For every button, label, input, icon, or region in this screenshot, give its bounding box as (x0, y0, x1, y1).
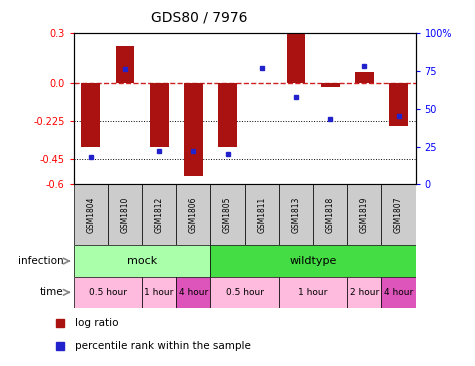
Text: time: time (40, 287, 63, 297)
FancyBboxPatch shape (279, 184, 313, 245)
FancyBboxPatch shape (210, 245, 416, 277)
Bar (286, 33, 305, 83)
FancyBboxPatch shape (210, 277, 279, 308)
Text: GSM1804: GSM1804 (86, 197, 95, 233)
FancyBboxPatch shape (210, 184, 245, 245)
FancyBboxPatch shape (245, 184, 279, 245)
Bar (150, 83, 169, 147)
Text: GSM1813: GSM1813 (292, 197, 300, 233)
Bar (321, 83, 340, 87)
Bar (218, 83, 237, 147)
FancyBboxPatch shape (347, 184, 381, 245)
FancyBboxPatch shape (381, 277, 416, 308)
FancyBboxPatch shape (313, 184, 347, 245)
FancyBboxPatch shape (74, 245, 210, 277)
Text: mock: mock (127, 256, 157, 266)
Bar (81, 83, 100, 147)
Text: GSM1806: GSM1806 (189, 197, 198, 233)
FancyBboxPatch shape (381, 184, 416, 245)
Text: 4 hour: 4 hour (179, 288, 208, 297)
Text: GSM1811: GSM1811 (257, 197, 266, 233)
Text: log ratio: log ratio (75, 318, 118, 328)
FancyBboxPatch shape (142, 184, 176, 245)
Text: GSM1819: GSM1819 (360, 197, 369, 233)
Text: GSM1812: GSM1812 (155, 197, 163, 233)
FancyBboxPatch shape (347, 277, 381, 308)
Text: GDS80 / 7976: GDS80 / 7976 (151, 11, 248, 25)
Text: 1 hour: 1 hour (298, 288, 328, 297)
Text: percentile rank within the sample: percentile rank within the sample (75, 341, 251, 351)
Text: GSM1818: GSM1818 (326, 197, 334, 233)
Text: infection: infection (18, 256, 63, 266)
Text: GSM1805: GSM1805 (223, 197, 232, 233)
Text: 4 hour: 4 hour (384, 288, 413, 297)
FancyBboxPatch shape (142, 277, 176, 308)
Text: 2 hour: 2 hour (350, 288, 379, 297)
Bar (115, 46, 134, 83)
FancyBboxPatch shape (108, 184, 142, 245)
Bar (389, 83, 408, 126)
Text: 0.5 hour: 0.5 hour (226, 288, 264, 297)
FancyBboxPatch shape (74, 184, 108, 245)
Text: GSM1807: GSM1807 (394, 197, 403, 233)
FancyBboxPatch shape (176, 184, 210, 245)
Text: 1 hour: 1 hour (144, 288, 174, 297)
FancyBboxPatch shape (279, 277, 347, 308)
Text: GSM1810: GSM1810 (121, 197, 129, 233)
Text: wildtype: wildtype (289, 256, 337, 266)
Bar (184, 83, 203, 176)
Text: 0.5 hour: 0.5 hour (89, 288, 127, 297)
Bar (355, 72, 374, 83)
FancyBboxPatch shape (176, 277, 210, 308)
FancyBboxPatch shape (74, 277, 142, 308)
